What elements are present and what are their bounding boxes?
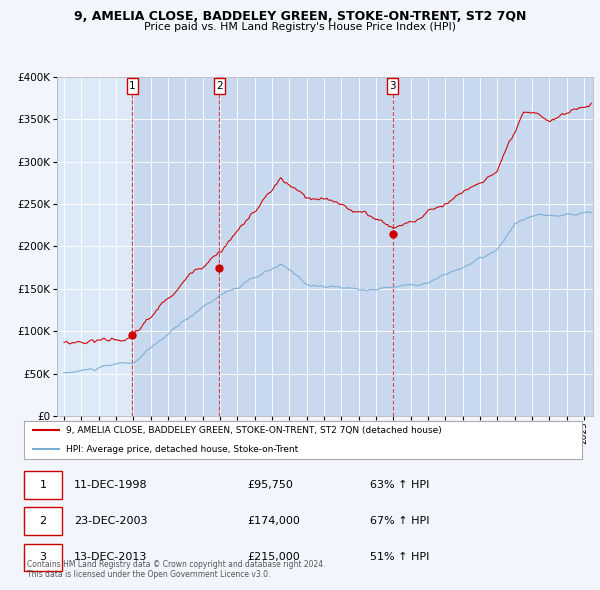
Text: 1: 1 <box>129 81 136 91</box>
Bar <box>133 77 220 416</box>
Text: £215,000: £215,000 <box>247 552 300 562</box>
Text: 9, AMELIA CLOSE, BADDELEY GREEN, STOKE-ON-TRENT, ST2 7QN (detached house): 9, AMELIA CLOSE, BADDELEY GREEN, STOKE-O… <box>66 426 442 435</box>
Text: 2: 2 <box>40 516 47 526</box>
FancyBboxPatch shape <box>24 543 62 571</box>
Text: 23-DEC-2003: 23-DEC-2003 <box>74 516 148 526</box>
Text: 11-DEC-1998: 11-DEC-1998 <box>74 480 148 490</box>
Text: £174,000: £174,000 <box>247 516 300 526</box>
Text: 2: 2 <box>216 81 223 91</box>
Text: 51% ↑ HPI: 51% ↑ HPI <box>370 552 430 562</box>
Text: £95,750: £95,750 <box>247 480 293 490</box>
FancyBboxPatch shape <box>24 507 62 535</box>
Text: 13-DEC-2013: 13-DEC-2013 <box>74 552 148 562</box>
Text: HPI: Average price, detached house, Stoke-on-Trent: HPI: Average price, detached house, Stok… <box>66 445 298 454</box>
Text: 63% ↑ HPI: 63% ↑ HPI <box>370 480 430 490</box>
FancyBboxPatch shape <box>24 471 62 499</box>
Text: 9, AMELIA CLOSE, BADDELEY GREEN, STOKE-ON-TRENT, ST2 7QN: 9, AMELIA CLOSE, BADDELEY GREEN, STOKE-O… <box>74 10 526 23</box>
Text: 67% ↑ HPI: 67% ↑ HPI <box>370 516 430 526</box>
Text: 3: 3 <box>40 552 46 562</box>
Bar <box>220 77 392 416</box>
Text: Contains HM Land Registry data © Crown copyright and database right 2024.
This d: Contains HM Land Registry data © Crown c… <box>27 560 325 579</box>
Text: 1: 1 <box>40 480 46 490</box>
Text: Price paid vs. HM Land Registry's House Price Index (HPI): Price paid vs. HM Land Registry's House … <box>144 22 456 32</box>
Bar <box>392 77 593 416</box>
Text: 3: 3 <box>389 81 396 91</box>
